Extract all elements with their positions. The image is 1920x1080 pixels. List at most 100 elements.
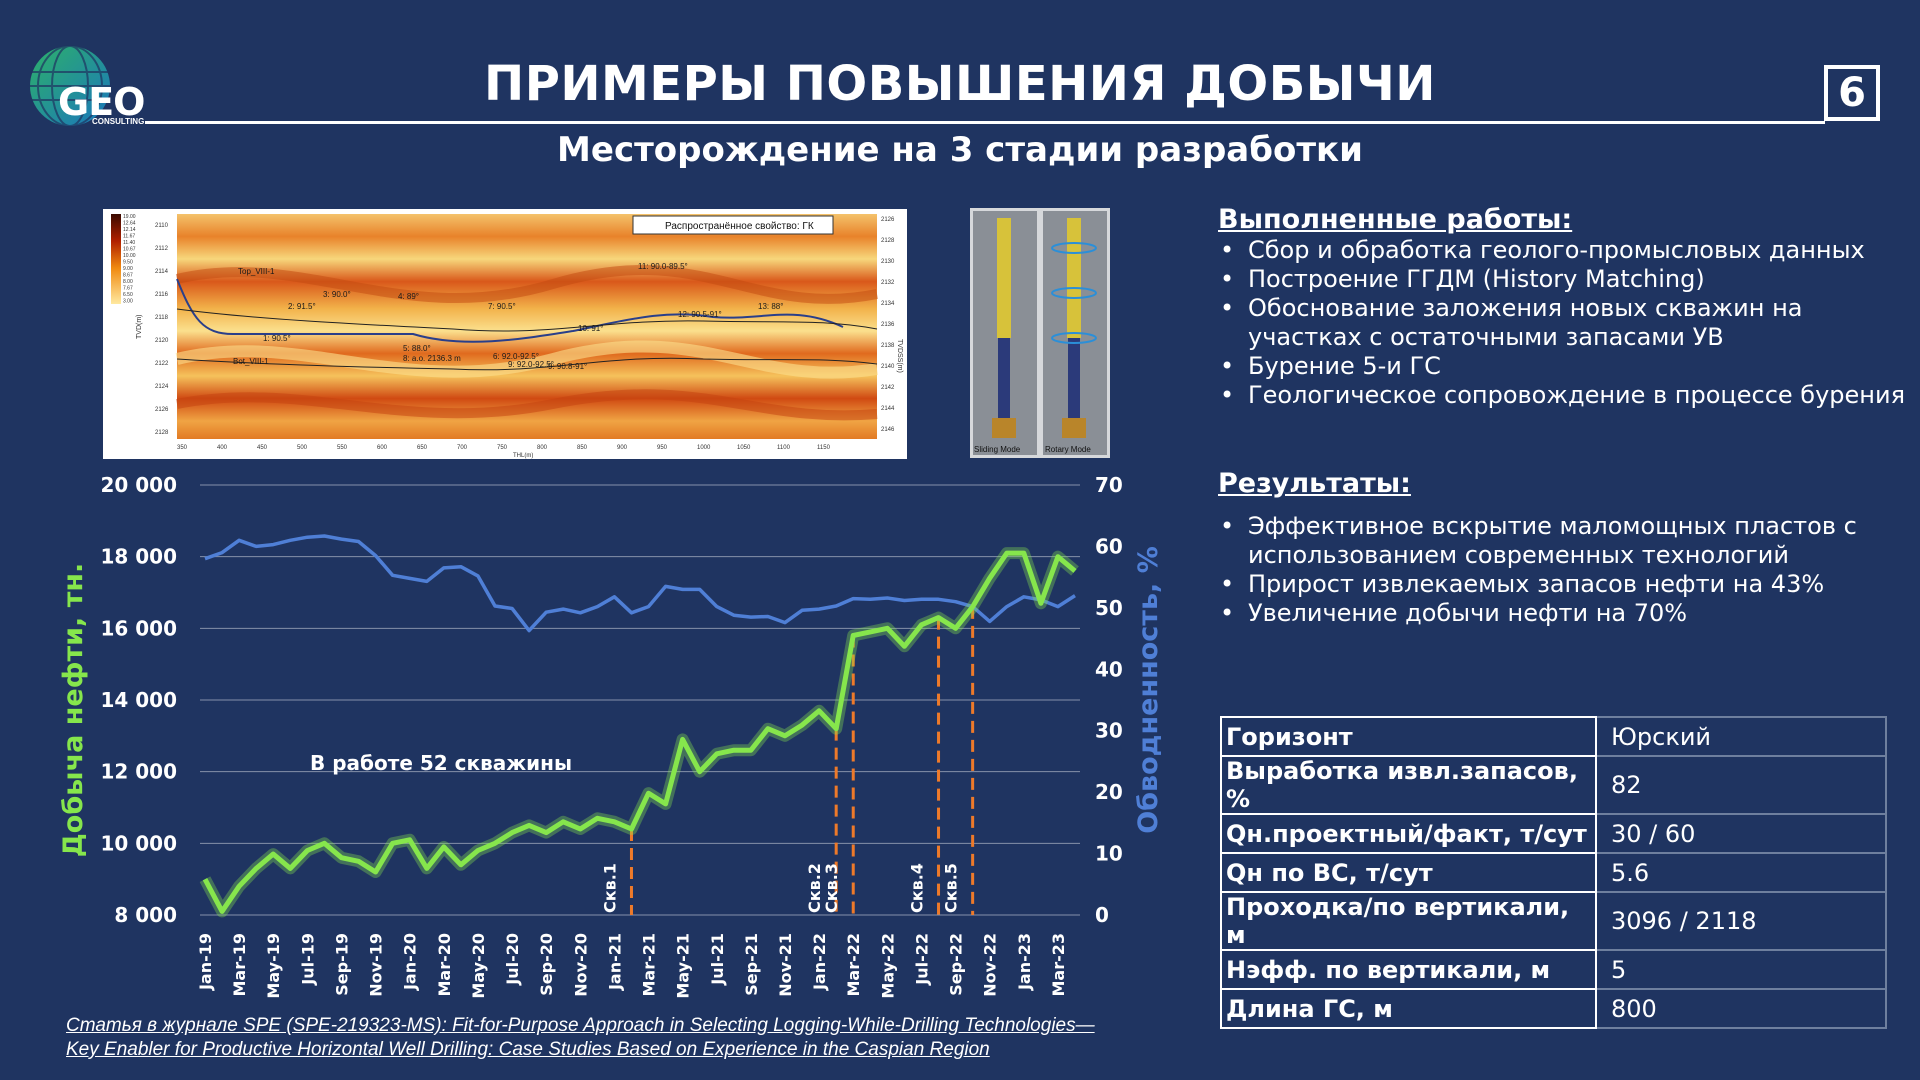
x-tick-label: Jan-22: [810, 933, 829, 991]
geo-annotation: 1: 90.5°: [263, 334, 291, 343]
logo-subtext: CONSULTING: [92, 117, 145, 126]
works-heading: Выполненные работы:: [1218, 204, 1573, 235]
y-left-tick: 18 000: [100, 545, 177, 569]
geo-left-tick: 2110: [155, 223, 169, 229]
geo-left-tick: 2122: [155, 361, 169, 367]
param-key: Проходка/по вертикали, м: [1220, 891, 1597, 951]
param-key: Qн.проектный/факт, т/сут: [1220, 813, 1597, 854]
geo-left-tick: 2114: [155, 269, 169, 275]
oil-series-glow: [199, 547, 1079, 918]
param-value: 30 / 60: [1595, 813, 1887, 854]
geo-annotation: 7: 90.5°: [488, 302, 516, 311]
list-item: Бурение 5-и ГС: [1218, 352, 1920, 381]
geo-annotation: 10: 91°: [578, 324, 603, 333]
left-axis-label: TVD(m): [136, 315, 143, 340]
geo-annotation: 9: 92.0-92.5°: [508, 360, 554, 369]
rotary-mode-label: Rotary Mode: [1045, 445, 1091, 454]
geo-right-tick: 2146: [881, 427, 895, 433]
table-row: Горизонт Юрский: [1220, 716, 1887, 757]
geo-left-tick: 2124: [155, 384, 169, 390]
geo-left-tick: 2128: [155, 430, 169, 436]
reference-line-1[interactable]: Статья в журнале SPE (SPE-219323-MS): Fi…: [66, 1015, 1095, 1036]
colorbar-tick: 12.64: [123, 221, 136, 227]
x-tick-label: May-20: [469, 933, 488, 999]
param-key: Qн по ВС, т/сут: [1220, 852, 1597, 893]
geo-annotation: 13: 88°: [758, 302, 783, 311]
geo-bottom-tick: 450: [257, 445, 268, 451]
geo-left-tick: 2112: [155, 246, 169, 252]
geo-right-tick: 2140: [881, 364, 895, 370]
param-value: Юрский: [1595, 716, 1887, 757]
y-right-tick: 40: [1095, 657, 1123, 681]
globe-icon: [30, 45, 110, 127]
article-reference-link[interactable]: Статья в журнале SPE (SPE-219323-MS): Fi…: [66, 1014, 1186, 1062]
x-tick-label: Jul-19: [298, 933, 317, 986]
geo-legend-label: Распространённое свойство: ГК: [665, 221, 814, 232]
reference-line-2[interactable]: Key Enabler for Productive Horizontal We…: [66, 1039, 990, 1060]
x-tick-label: Nov-22: [981, 933, 1000, 997]
table-row: Проходка/по вертикали, м 3096 / 2118: [1220, 891, 1887, 951]
param-value: 3096 / 2118: [1595, 891, 1887, 951]
y-left-axis-label: Добыча нефти, тн.: [58, 563, 89, 858]
param-value: 82: [1595, 755, 1887, 815]
x-tick-label: Jul-20: [503, 933, 522, 986]
right-axis-label: TVDSS(m): [896, 339, 903, 373]
colorbar-tick: 9.00: [123, 266, 133, 272]
geo-annotation: Bot_VIII-1: [233, 357, 269, 366]
oil-series-line: [202, 550, 1077, 914]
table-row: Qн.проектный/факт, т/сут 30 / 60: [1220, 813, 1887, 854]
geo-left-tick: 2118: [155, 315, 169, 321]
y-left-tick: 10 000: [100, 831, 177, 855]
y-right-tick: 70: [1095, 473, 1123, 497]
colorbar: [111, 214, 121, 304]
logo-text: GEO: [58, 80, 145, 124]
list-item: Эффективное вскрытие маломощных пластов …: [1218, 512, 1920, 570]
geo-left-tick: 2120: [155, 338, 169, 344]
production-chart: 8 000 10 000 12 000 14 000 16 000 18 000 20 00…: [40, 455, 1190, 1020]
results-list: Эффективное вскрытие маломощных пластов …: [1218, 512, 1920, 628]
well-marker-label: Скв.4: [908, 863, 927, 913]
colorbar-tick: 11.40: [123, 240, 135, 246]
geo-right-tick: 2128: [881, 238, 895, 244]
table-row: Длина ГС, м 800: [1220, 988, 1887, 1029]
page-subtitle: Месторождение на 3 стадии разработки: [557, 130, 1363, 170]
x-tick-label: Mar-21: [640, 933, 659, 997]
colorbar-tick: 10.67: [123, 247, 136, 253]
parameters-table: Горизонт Юрский Выработка извл.запасов, %…: [1220, 716, 1887, 1029]
geo-bottom-tick: 550: [337, 445, 348, 451]
list-item: Обоснование заложения новых скважин на у…: [1218, 294, 1920, 352]
geo-bottom-tick: 1150: [817, 445, 831, 451]
x-tick-label: May-21: [674, 933, 693, 999]
x-tick-label: Jan-19: [196, 933, 215, 991]
title-underline: [145, 121, 1825, 124]
x-tick-label: Sep-21: [742, 933, 761, 996]
well-marker-label: Скв.1: [600, 863, 619, 913]
x-tick-label: Jan-21: [605, 933, 624, 991]
y-left-tick: 14 000: [100, 688, 177, 712]
y-right-tick: 50: [1095, 596, 1123, 620]
colorbar-tick: 6.50: [123, 292, 133, 298]
y-right-tick: 30: [1095, 719, 1123, 743]
geo-annotation: 4: 89°: [398, 292, 419, 301]
y-right-tick: 60: [1095, 534, 1123, 558]
x-tick-label: Sep-19: [332, 933, 351, 996]
geo-left-tick: 2126: [155, 407, 169, 413]
watercut-series-line: [204, 534, 1076, 633]
geo-bottom-tick: 600: [377, 445, 388, 451]
results-heading: Результаты:: [1218, 468, 1411, 499]
list-item: Сбор и обработка геолого-промысловых дан…: [1218, 236, 1920, 265]
x-tick-label: May-19: [264, 933, 283, 999]
geo-bottom-tick: 950: [657, 445, 668, 451]
x-tick-label: Nov-21: [776, 933, 795, 997]
geo-annotation: 8: a.o. 2136.3 m: [403, 354, 461, 363]
page-title: ПРИМЕРЫ ПОВЫШЕНИЯ ДОБЫЧИ: [484, 56, 1436, 112]
works-list: Сбор и обработка геолого-промысловых дан…: [1218, 236, 1920, 410]
geo-annotation: 6: 92.0-92.5°: [493, 352, 539, 361]
page-number: 6: [1824, 65, 1880, 121]
param-key: Выработка извл.запасов, %: [1220, 755, 1597, 815]
geo-bottom-tick: 850: [577, 445, 588, 451]
geo-bottom-tick: 1100: [777, 445, 791, 451]
colorbar-tick: 10.00: [123, 253, 136, 259]
x-tick-label: Jan-20: [401, 933, 420, 991]
